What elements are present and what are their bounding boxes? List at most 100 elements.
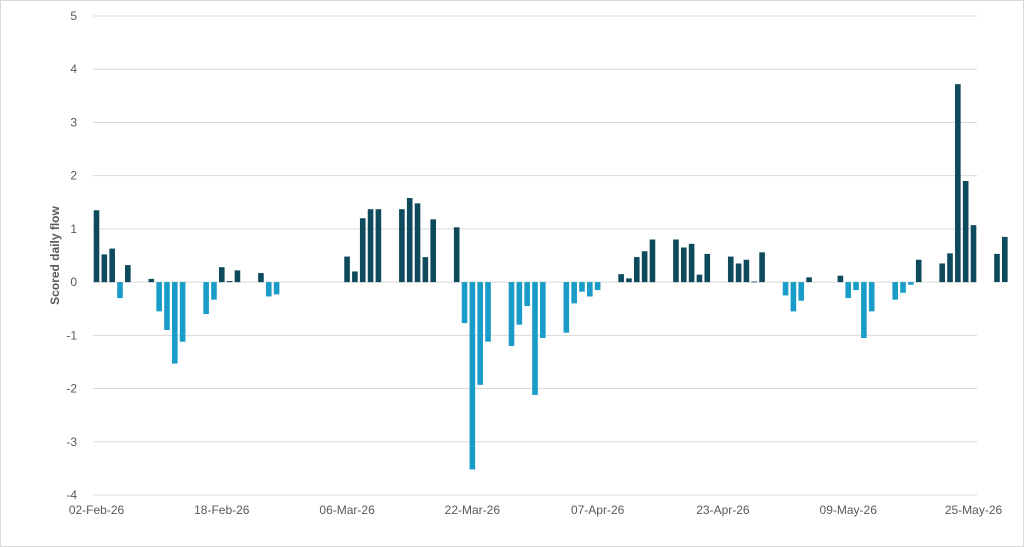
- bar: [164, 282, 170, 331]
- bar: [406, 198, 413, 283]
- bar: [955, 84, 961, 283]
- bar: [172, 282, 178, 364]
- bar: [861, 282, 867, 338]
- y-axis-title: Scored daily flow: [48, 205, 62, 304]
- bar: [563, 282, 570, 333]
- y-tick-label: 4: [70, 62, 77, 76]
- x-tick-label: 06-Mar-26: [319, 503, 375, 517]
- x-tick-label: 25-May-26: [945, 503, 1003, 517]
- bar: [594, 282, 601, 291]
- bar: [680, 247, 687, 283]
- bar: [853, 282, 859, 291]
- bar: [688, 243, 695, 283]
- bar: [868, 282, 875, 312]
- x-tick-label: 09-May-26: [820, 503, 878, 517]
- bar: [516, 282, 523, 325]
- bar: [422, 257, 429, 283]
- y-tick-label: -4: [66, 488, 77, 502]
- bar: [618, 274, 624, 283]
- bar: [900, 282, 906, 293]
- bar: [399, 209, 405, 283]
- bar: [1002, 236, 1008, 283]
- bar: [93, 210, 100, 283]
- bar: [649, 239, 656, 283]
- bar: [258, 273, 264, 283]
- bar: [994, 253, 1000, 283]
- bar: [633, 257, 640, 283]
- bar: [524, 282, 530, 307]
- bar: [430, 219, 437, 283]
- bar: [211, 282, 217, 300]
- bar: [790, 282, 797, 312]
- bar: [696, 274, 703, 283]
- bar: [101, 254, 108, 283]
- bar: [915, 259, 922, 283]
- y-tick-label: -3: [66, 435, 77, 449]
- bar: [735, 263, 742, 283]
- bar: [751, 281, 758, 283]
- y-tick-label: -2: [66, 382, 77, 396]
- bar: [344, 256, 350, 283]
- bar: [743, 259, 750, 283]
- bar: [414, 203, 421, 283]
- gridlines: [93, 15, 977, 496]
- x-tick-label: 22-Mar-26: [445, 503, 501, 517]
- x-tick-label: 23-Apr-26: [696, 503, 750, 517]
- bar: [109, 248, 115, 283]
- bar: [892, 282, 898, 300]
- x-tick-label: 18-Feb-26: [194, 503, 250, 517]
- y-tick-labels: 5 4 3 2 1 0 -1 -2 -3 -4: [66, 9, 77, 502]
- bar: [782, 282, 789, 296]
- bar: [704, 253, 711, 283]
- bar: [179, 282, 186, 342]
- bar: [837, 275, 844, 283]
- bar: [947, 253, 953, 283]
- x-tick-label: 02-Feb-26: [69, 503, 125, 517]
- bar: [641, 251, 648, 283]
- bar: [508, 282, 515, 346]
- bar: [759, 252, 765, 283]
- bar: [579, 282, 585, 292]
- bar: [265, 282, 272, 297]
- bar: [532, 282, 538, 395]
- y-tick-label: 1: [70, 222, 77, 236]
- y-tick-label: 5: [70, 9, 77, 23]
- bars: [93, 84, 1008, 470]
- bar: [727, 256, 734, 283]
- bar: [970, 225, 977, 283]
- bar: [477, 282, 483, 385]
- bar: [626, 278, 632, 283]
- bar: [203, 282, 209, 315]
- bar: [375, 209, 382, 283]
- bar: [673, 239, 679, 283]
- bar: [571, 282, 577, 304]
- bar: [540, 282, 546, 338]
- bar: [469, 282, 476, 470]
- bar: [461, 282, 468, 324]
- x-tick-label: 07-Apr-26: [571, 503, 625, 517]
- bar: [367, 209, 374, 283]
- bar: [226, 281, 233, 283]
- bar: [156, 282, 162, 312]
- bar: [587, 282, 593, 297]
- bar: [939, 263, 945, 283]
- bar: [352, 271, 358, 283]
- x-tick-labels: 02-Feb-26 18-Feb-26 06-Mar-26 22-Mar-26 07-A…: [69, 503, 1003, 517]
- bar: [908, 282, 914, 285]
- bar: [798, 282, 805, 301]
- bar: [359, 218, 366, 283]
- bar: [273, 282, 280, 295]
- bar: [845, 282, 852, 299]
- y-tick-label: -1: [66, 328, 77, 342]
- bar: [218, 267, 225, 283]
- bar: [125, 265, 131, 283]
- y-tick-label: 2: [70, 169, 77, 183]
- bar: [234, 270, 241, 283]
- bar: [806, 277, 812, 283]
- bar: [148, 278, 155, 283]
- bar: [453, 227, 460, 283]
- bar: [117, 282, 123, 299]
- bar: [962, 180, 969, 283]
